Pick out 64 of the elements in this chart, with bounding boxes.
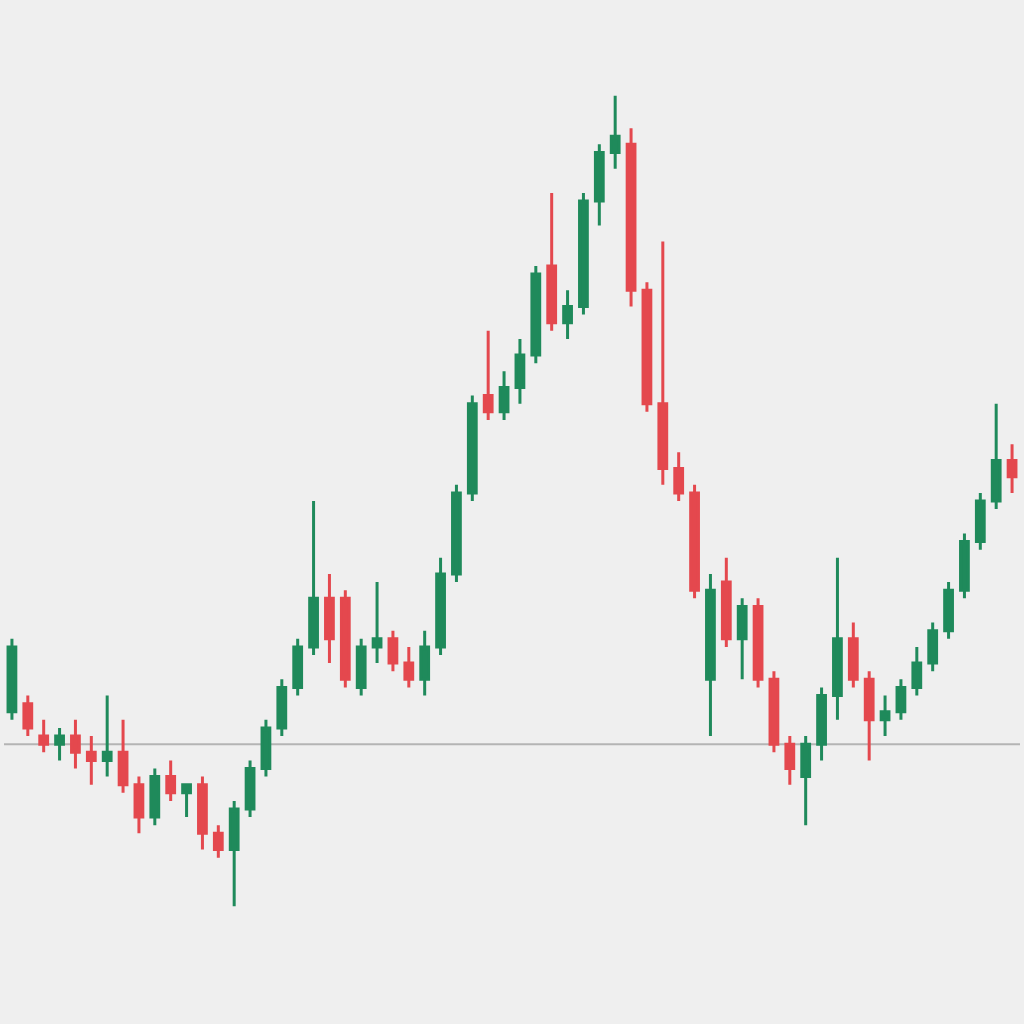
- candlestick: [863, 669, 875, 762]
- candlestick: [197, 775, 208, 852]
- candlestick: [752, 596, 764, 689]
- candlestick: [705, 572, 716, 738]
- candlestick: [847, 621, 859, 689]
- candlestick: [641, 280, 653, 414]
- candlestick: [562, 288, 573, 341]
- candlestick: [943, 580, 954, 641]
- candlestick: [657, 240, 669, 487]
- candlestick: [339, 588, 351, 689]
- candlestick: [959, 531, 970, 600]
- candlestick: [212, 823, 224, 860]
- candlestick: [530, 264, 542, 365]
- candlestick: [546, 191, 558, 333]
- candlestick: [609, 94, 621, 171]
- candlestick: [101, 694, 113, 779]
- candlestick: [673, 450, 685, 503]
- candlestick: [689, 483, 700, 600]
- candlestick: [498, 369, 510, 422]
- candlestick: [324, 572, 335, 665]
- candlestick: [165, 758, 177, 803]
- candlestick: [6, 637, 18, 722]
- candlestick: [482, 329, 494, 422]
- candlestick: [466, 394, 478, 503]
- candlestick: [355, 637, 367, 698]
- candlestick: [800, 734, 812, 827]
- candlestick: [22, 694, 34, 738]
- candlestick: [974, 491, 986, 552]
- candlestick: [927, 621, 939, 673]
- candlestick: [244, 758, 256, 819]
- candlestick: [514, 337, 526, 406]
- candlestick: [816, 685, 827, 762]
- candlestick: [228, 799, 240, 908]
- candlestick: [387, 629, 399, 673]
- candlestick: [419, 629, 431, 698]
- candlestick: [879, 694, 891, 738]
- candlestick: [181, 783, 192, 819]
- candlestick: [768, 669, 780, 754]
- candlestick: [38, 718, 50, 754]
- candlestick: [895, 677, 907, 722]
- candlestick: [70, 718, 81, 770]
- candlestick: [292, 637, 304, 698]
- candlestick: [149, 766, 161, 827]
- candlestick: [117, 718, 129, 795]
- candlestick: [54, 726, 65, 762]
- candlestick: [451, 483, 462, 584]
- candlestick: [403, 645, 415, 689]
- candlestick: [593, 142, 605, 227]
- candlestick: [990, 402, 1002, 511]
- candlestick: [736, 596, 748, 681]
- candlestick: [133, 775, 145, 835]
- candlestick: [911, 645, 923, 698]
- candlestick: [435, 556, 446, 657]
- candlestick: [720, 556, 732, 649]
- candlestick: [308, 499, 319, 657]
- candlestick: [85, 734, 97, 787]
- candlestick: [832, 556, 843, 722]
- candlestick: [371, 580, 383, 665]
- candlestick: [260, 718, 272, 779]
- candlestick: [625, 126, 637, 308]
- candlestick: [276, 677, 288, 738]
- candlestick: [784, 734, 796, 787]
- candlestick: [578, 191, 589, 317]
- candlestick: [1006, 442, 1018, 495]
